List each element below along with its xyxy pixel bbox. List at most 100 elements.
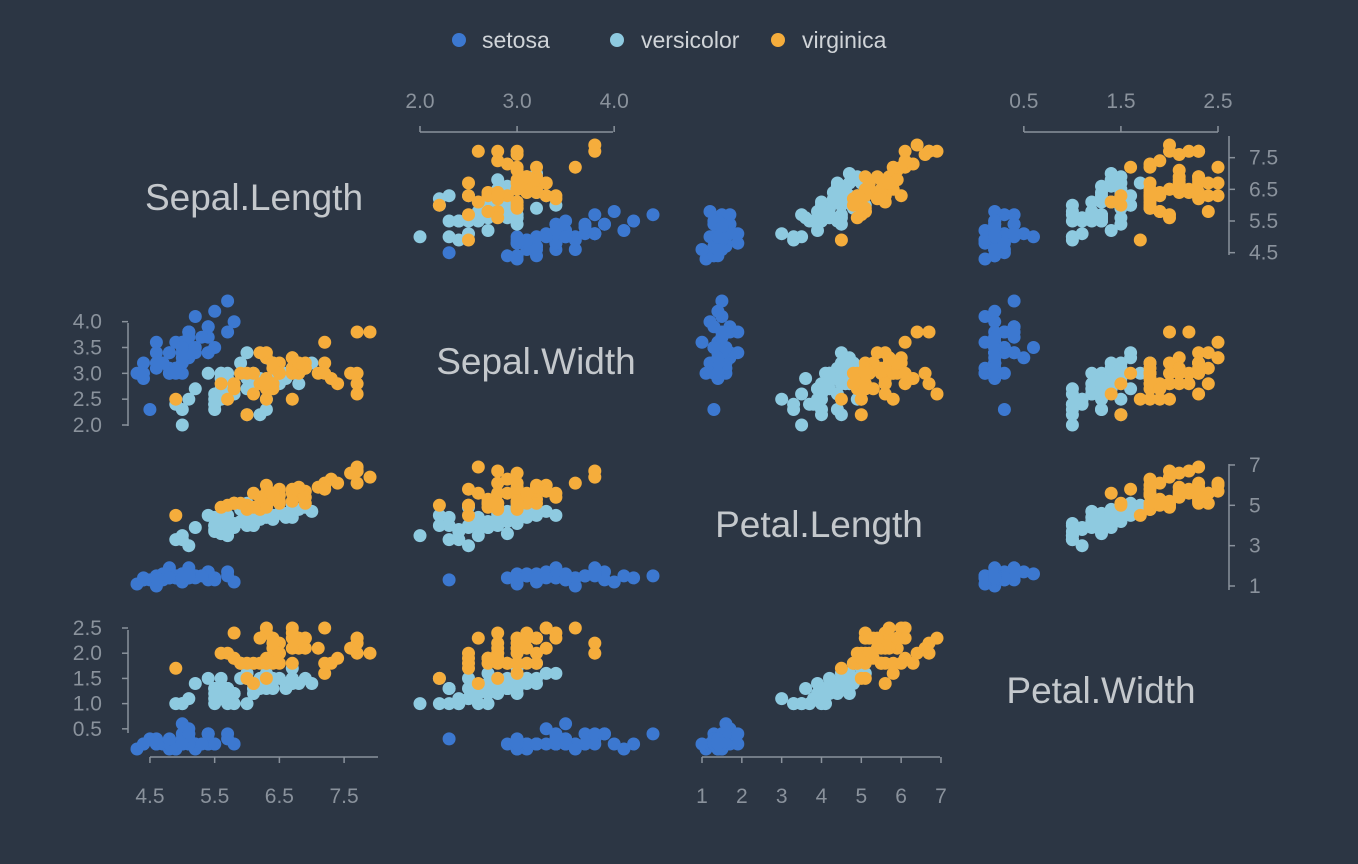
data-point-setosa (1007, 325, 1021, 339)
right-axis-sepal-length-tick-label: 6.5 (1249, 178, 1278, 201)
data-point-setosa (711, 230, 725, 244)
data-point-virginica (898, 154, 912, 168)
data-point-virginica (1182, 366, 1196, 380)
data-point-virginica (870, 192, 884, 206)
data-point-setosa (997, 208, 1011, 222)
data-point-virginica (285, 494, 299, 508)
top-axis-petal-width-tick-label: 0.5 (1009, 90, 1038, 113)
data-point-virginica (1153, 205, 1167, 218)
data-point-setosa (588, 737, 602, 751)
data-point-setosa (539, 230, 553, 244)
data-point-setosa (1027, 230, 1040, 244)
data-point-virginica (169, 392, 183, 406)
data-point-versicolor (1095, 377, 1108, 391)
data-point-virginica (510, 144, 524, 158)
data-point-setosa (162, 732, 176, 746)
data-point-virginica (510, 646, 524, 660)
data-point-virginica (1201, 205, 1215, 218)
data-point-virginica (227, 382, 241, 396)
data-point-virginica (1114, 496, 1128, 510)
data-point-virginica (253, 346, 267, 360)
data-point-virginica (510, 182, 524, 196)
data-point-setosa (559, 214, 573, 228)
data-point-setosa (442, 246, 456, 260)
data-point-virginica (530, 656, 543, 670)
data-point-setosa (997, 236, 1011, 250)
data-point-setosa (711, 243, 725, 256)
data-point-virginica (549, 631, 563, 645)
data-point-virginica (568, 621, 582, 635)
data-point-versicolor (819, 377, 832, 391)
data-point-setosa (598, 727, 611, 741)
data-point-setosa (201, 727, 215, 741)
data-point-setosa (1007, 294, 1021, 308)
data-point-virginica (1104, 387, 1118, 401)
data-point-virginica (1143, 160, 1157, 174)
data-point-setosa (208, 737, 222, 751)
data-point-virginica (1153, 392, 1167, 406)
left-axis-petal-width-tick-label: 2.0 (73, 642, 102, 665)
diagonal-labels: Sepal.Length Sepal.Width Petal.Length Petal… (145, 177, 1196, 711)
data-point-virginica (1192, 192, 1206, 206)
data-point-versicolor (1075, 539, 1089, 553)
data-point-virginica (350, 366, 364, 380)
data-point-virginica (1143, 186, 1157, 199)
legend-label-setosa: setosa (482, 27, 550, 53)
data-point-virginica (922, 377, 936, 391)
data-point-setosa (607, 575, 621, 589)
data-point-versicolor (442, 214, 456, 228)
data-point-virginica (1163, 377, 1176, 391)
data-point-virginica (898, 366, 912, 380)
bottom-axis-petal-length-tick-label: 6 (895, 785, 907, 808)
data-point-virginica (471, 195, 485, 209)
left-axis-petal-width-tick-label: 2.5 (73, 617, 102, 640)
top-axis-sepal-width-tick-label: 2.0 (405, 90, 434, 113)
data-point-virginica (259, 377, 273, 391)
data-point-setosa (195, 330, 209, 344)
data-point-virginica (285, 621, 299, 635)
data-point-versicolor (285, 504, 299, 518)
data-point-versicolor (799, 372, 813, 385)
data-point-virginica (363, 325, 377, 339)
data-point-virginica (1192, 480, 1206, 494)
data-point-versicolor (842, 176, 856, 190)
bottom-axis-sepal-length-tick-label: 5.5 (200, 785, 229, 808)
data-point-versicolor (442, 533, 456, 547)
data-point-setosa (607, 205, 621, 218)
data-point-virginica (878, 377, 892, 391)
data-point-setosa (530, 230, 543, 244)
data-point-virginica (539, 484, 553, 498)
data-point-versicolor (1085, 366, 1099, 380)
data-point-versicolor (491, 173, 505, 187)
data-point-virginica (520, 656, 534, 670)
left-axis-petal-width-tick-label: 1.5 (73, 667, 102, 690)
data-point-virginica (259, 671, 273, 685)
data-point-virginica (1192, 387, 1206, 401)
data-point-virginica (1124, 366, 1138, 380)
data-point-setosa (162, 571, 176, 585)
data-point-versicolor (1124, 496, 1138, 510)
data-point-setosa (695, 243, 709, 256)
data-point-virginica (918, 366, 932, 380)
data-point-versicolor (182, 539, 196, 553)
data-point-setosa (510, 236, 524, 250)
data-point-setosa (149, 737, 163, 751)
data-point-setosa (539, 722, 553, 736)
data-point-setosa (588, 227, 602, 241)
data-point-setosa (1027, 341, 1040, 354)
data-point-virginica (462, 482, 475, 496)
data-point-setosa (539, 737, 553, 751)
data-point-versicolor (803, 697, 816, 711)
data-point-versicolor (1104, 224, 1118, 237)
data-point-versicolor (413, 529, 427, 543)
left-axis-sepal-width-tick-label: 2.0 (73, 414, 102, 437)
data-point-versicolor (1133, 498, 1147, 512)
data-point-virginica (1114, 377, 1128, 391)
data-point-setosa (188, 310, 202, 323)
data-point-virginica (214, 377, 228, 391)
data-point-virginica (898, 651, 912, 665)
data-point-virginica (1192, 144, 1206, 158)
data-point-virginica (520, 486, 534, 500)
data-point-virginica (285, 366, 299, 380)
